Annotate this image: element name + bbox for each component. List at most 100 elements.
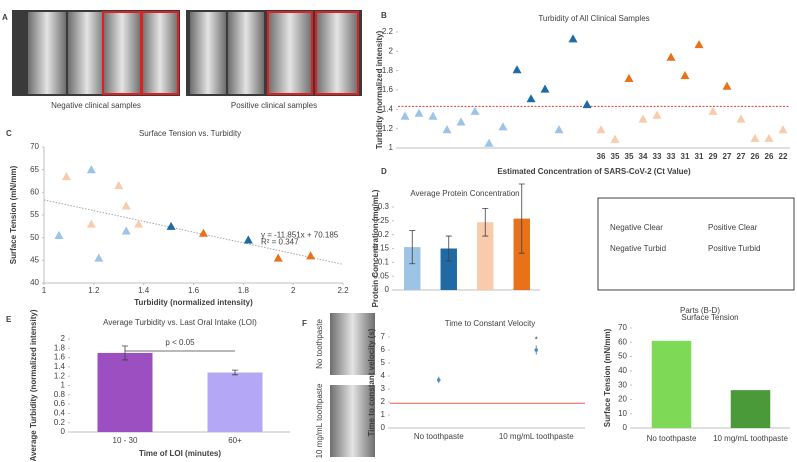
y-tick-label: 70 <box>618 323 627 332</box>
panel-label: F <box>302 319 307 328</box>
point <box>273 253 283 262</box>
panel-label: D <box>381 167 387 176</box>
point <box>121 226 131 235</box>
tube <box>28 12 66 94</box>
x-tick-label: 31 <box>695 152 704 161</box>
point <box>400 111 410 120</box>
point <box>722 81 732 90</box>
y-tick-label: 1 <box>381 410 386 419</box>
x-tick-label: 2.2 <box>337 286 349 295</box>
y-tick-label: 55 <box>30 210 39 219</box>
y-tick-label: 7 <box>381 332 386 341</box>
y-tick-label: 0.4 <box>54 409 66 418</box>
y-tick-label: 0.2 <box>54 418 66 427</box>
bar <box>651 340 692 428</box>
x-tick-label: 10 mg/mL toothpaste <box>499 432 574 441</box>
x-tick-label: 29 <box>709 152 718 161</box>
x-tick-label: 22 <box>779 152 788 161</box>
point <box>610 134 620 143</box>
y-tick-label: 0.25 <box>373 216 389 225</box>
point <box>86 165 96 174</box>
point <box>54 230 64 239</box>
y-tick-label: 2.2 <box>382 27 394 36</box>
x-tick-label: 1.4 <box>138 286 150 295</box>
trendline-r2: R² = 0.347 <box>261 237 299 246</box>
x-tick-label: 2 <box>291 286 296 295</box>
y-tick-label: 1.6 <box>54 353 66 362</box>
y-tick-label: 1 <box>61 381 66 390</box>
bar <box>97 352 153 432</box>
y-axis-label: Surface Tension (mN/mm) <box>603 328 612 427</box>
y-tick-label: 50 <box>618 352 627 361</box>
chart-title: Surface Tension vs. Turbidity <box>139 129 241 138</box>
point <box>198 228 208 237</box>
chart-title: Average Protein Concentration <box>410 189 519 198</box>
x-tick-label: 1.6 <box>188 286 200 295</box>
point <box>484 138 494 147</box>
y-tick-label: 1.4 <box>382 104 394 113</box>
y-tick-label: 0.15 <box>373 244 389 253</box>
y-tick-label: 0 <box>385 285 390 294</box>
y-tick-label: 0.6 <box>54 399 66 408</box>
chart-title: Average Turbidity vs. Last Oral Intake (… <box>103 318 257 327</box>
legend-label: Negative Turbid <box>610 244 666 253</box>
x-tick-label: 26 <box>765 152 774 161</box>
y-tick-label: 2 <box>61 334 66 343</box>
y-tick-label: 4 <box>381 371 386 380</box>
point <box>778 125 788 134</box>
x-axis-label: Time of LOI (minutes) <box>139 449 221 458</box>
y-axis-label: Surface Tension (mN/mm) <box>9 165 18 264</box>
point <box>708 106 718 115</box>
x-axis-label: Turbidity (normalized intensity) <box>134 298 253 307</box>
point <box>442 125 452 134</box>
y-tick-label: 0.8 <box>54 390 66 399</box>
tube <box>102 11 142 95</box>
x-tick-label: 35 <box>625 152 634 161</box>
x-tick-label: 10 - 30 <box>113 436 138 445</box>
y-tick-label: 70 <box>30 142 39 151</box>
photo-caption: Negative clinical samples <box>51 101 141 110</box>
panel-label: E <box>6 315 12 324</box>
point <box>652 110 662 119</box>
y-tick-label: 0.05 <box>373 271 389 280</box>
x-tick-label: 33 <box>653 152 662 161</box>
point <box>243 235 253 244</box>
point <box>582 100 592 109</box>
error-bar <box>409 230 416 265</box>
y-tick-label: 2 <box>389 46 394 55</box>
legend-label: Positive Turbid <box>708 244 760 253</box>
tube <box>68 12 106 94</box>
tube <box>315 11 359 95</box>
y-tick-label: 50 <box>30 233 39 242</box>
y-tick-label: 1.8 <box>382 66 394 75</box>
y-tick-label: 6 <box>381 345 386 354</box>
x-axis-label: Estimated Concentration of SARS-CoV-2 (C… <box>497 167 691 176</box>
point <box>680 71 690 80</box>
photo-caption: Positive clinical samples <box>231 101 317 110</box>
photo <box>330 313 375 375</box>
point <box>554 125 564 134</box>
bar <box>404 247 421 290</box>
error-bar <box>122 345 128 361</box>
y-axis-label: Protein Concentration (mg/mL) <box>371 189 380 307</box>
x-tick-label: 36 <box>597 152 606 161</box>
chart-title: Turbidity of All Clinical Samples <box>538 14 649 23</box>
x-tick-label: 1 <box>42 286 47 295</box>
photos-a: Negative clinical samples Positive clini… <box>12 10 362 110</box>
x-tick-label: 27 <box>737 152 746 161</box>
y-tick-label: 1.2 <box>54 371 66 380</box>
tube <box>141 11 179 95</box>
tube <box>267 11 313 95</box>
panel-label: A <box>2 13 8 22</box>
y-axis-label: Time to constant velocity (s) <box>367 328 376 436</box>
error-bar <box>482 207 489 237</box>
panel-label: B <box>381 11 387 20</box>
point <box>624 73 634 82</box>
y-tick-label: 30 <box>618 380 627 389</box>
trendline-equation: y = -11.851x + 70.185 <box>261 230 339 239</box>
x-tick-label: 27 <box>723 152 732 161</box>
point <box>456 117 466 126</box>
x-tick-label: 34 <box>639 152 648 161</box>
tube <box>228 12 264 94</box>
